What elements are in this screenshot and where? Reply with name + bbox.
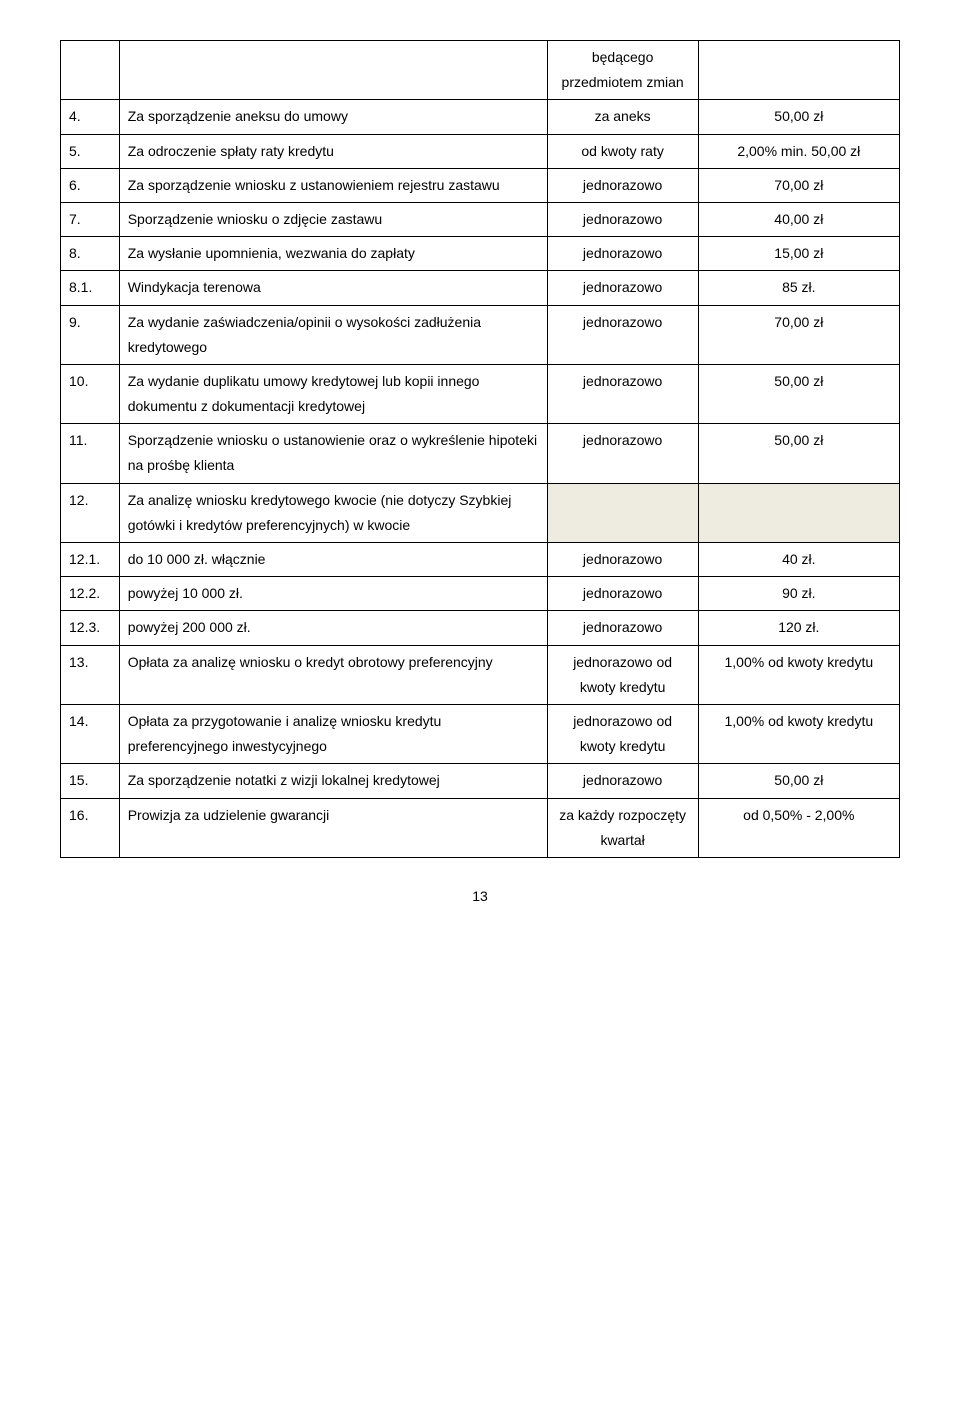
row-number: 14. — [61, 704, 120, 763]
row-value: 40 zł. — [698, 543, 899, 577]
table-row: 7.Sporządzenie wniosku o zdjęcie zastawu… — [61, 202, 900, 236]
table-row: 10.Za wydanie duplikatu umowy kredytowej… — [61, 364, 900, 423]
table-row: 12.2.powyżej 10 000 zł.jednorazowo90 zł. — [61, 577, 900, 611]
row-number: 15. — [61, 764, 120, 798]
row-value: od 0,50% - 2,00% — [698, 798, 899, 857]
row-description: Prowizja za udzielenie gwarancji — [119, 798, 547, 857]
row-number: 6. — [61, 168, 120, 202]
row-frequency: jednorazowo — [547, 202, 698, 236]
row-description: Opłata za przygotowanie i analizę wniosk… — [119, 704, 547, 763]
row-description: Za wysłanie upomnienia, wezwania do zapł… — [119, 237, 547, 271]
row-description: Windykacja terenowa — [119, 271, 547, 305]
row-description: do 10 000 zł. włącznie — [119, 543, 547, 577]
row-frequency: jednorazowo — [547, 764, 698, 798]
row-value: 70,00 zł — [698, 305, 899, 364]
row-frequency: jednorazowo — [547, 543, 698, 577]
row-number: 12.1. — [61, 543, 120, 577]
row-number: 10. — [61, 364, 120, 423]
fees-table: będącego przedmiotem zmian4.Za sporządze… — [60, 40, 900, 858]
row-value: 1,00% od kwoty kredytu — [698, 704, 899, 763]
table-row: 6.Za sporządzenie wniosku z ustanowienie… — [61, 168, 900, 202]
table-row: 12.3.powyżej 200 000 zł.jednorazowo120 z… — [61, 611, 900, 645]
row-number: 12. — [61, 483, 120, 542]
table-row: 16.Prowizja za udzielenie gwarancjiza ka… — [61, 798, 900, 857]
table-row: 8.1.Windykacja terenowajednorazowo85 zł. — [61, 271, 900, 305]
row-description: Za sporządzenie wniosku z ustanowieniem … — [119, 168, 547, 202]
row-value — [698, 41, 899, 100]
row-value: 50,00 zł — [698, 100, 899, 134]
row-value: 40,00 zł — [698, 202, 899, 236]
row-number — [61, 41, 120, 100]
row-frequency: jednorazowo od kwoty kredytu — [547, 645, 698, 704]
table-row: 11.Sporządzenie wniosku o ustanowienie o… — [61, 424, 900, 483]
row-description: Opłata za analizę wniosku o kredyt obrot… — [119, 645, 547, 704]
row-frequency: jednorazowo — [547, 424, 698, 483]
row-number: 8. — [61, 237, 120, 271]
row-value: 120 zł. — [698, 611, 899, 645]
row-frequency: za aneks — [547, 100, 698, 134]
row-number: 9. — [61, 305, 120, 364]
row-value: 1,00% od kwoty kredytu — [698, 645, 899, 704]
row-frequency: jednorazowo — [547, 611, 698, 645]
row-value: 90 zł. — [698, 577, 899, 611]
row-description: Za wydanie duplikatu umowy kredytowej lu… — [119, 364, 547, 423]
row-value — [698, 483, 899, 542]
table-row: 9.Za wydanie zaświadczenia/opinii o wyso… — [61, 305, 900, 364]
row-number: 4. — [61, 100, 120, 134]
row-number: 7. — [61, 202, 120, 236]
row-frequency — [547, 483, 698, 542]
row-frequency: za każdy rozpoczęty kwartał — [547, 798, 698, 857]
row-value: 70,00 zł — [698, 168, 899, 202]
row-description: powyżej 10 000 zł. — [119, 577, 547, 611]
row-value: 85 zł. — [698, 271, 899, 305]
row-number: 12.2. — [61, 577, 120, 611]
row-description: Sporządzenie wniosku o ustanowienie oraz… — [119, 424, 547, 483]
row-number: 16. — [61, 798, 120, 857]
page-number: 13 — [60, 888, 900, 904]
table-row: 12.Za analizę wniosku kredytowego kwocie… — [61, 483, 900, 542]
row-frequency: będącego przedmiotem zmian — [547, 41, 698, 100]
row-value: 15,00 zł — [698, 237, 899, 271]
row-description: Za odroczenie spłaty raty kredytu — [119, 134, 547, 168]
row-number: 8.1. — [61, 271, 120, 305]
row-value: 2,00% min. 50,00 zł — [698, 134, 899, 168]
row-frequency: jednorazowo — [547, 271, 698, 305]
table-row: 15.Za sporządzenie notatki z wizji lokal… — [61, 764, 900, 798]
row-value: 50,00 zł — [698, 424, 899, 483]
row-number: 12.3. — [61, 611, 120, 645]
row-frequency: jednorazowo — [547, 168, 698, 202]
row-description — [119, 41, 547, 100]
row-frequency: od kwoty raty — [547, 134, 698, 168]
row-frequency: jednorazowo — [547, 237, 698, 271]
table-row: będącego przedmiotem zmian — [61, 41, 900, 100]
table-row: 13.Opłata za analizę wniosku o kredyt ob… — [61, 645, 900, 704]
row-number: 11. — [61, 424, 120, 483]
row-description: Za sporządzenie notatki z wizji lokalnej… — [119, 764, 547, 798]
row-number: 13. — [61, 645, 120, 704]
row-value: 50,00 zł — [698, 764, 899, 798]
table-row: 5.Za odroczenie spłaty raty kredytuod kw… — [61, 134, 900, 168]
row-value: 50,00 zł — [698, 364, 899, 423]
row-frequency: jednorazowo od kwoty kredytu — [547, 704, 698, 763]
row-frequency: jednorazowo — [547, 305, 698, 364]
table-row: 14.Opłata za przygotowanie i analizę wni… — [61, 704, 900, 763]
row-frequency: jednorazowo — [547, 364, 698, 423]
table-row: 4.Za sporządzenie aneksu do umowyza anek… — [61, 100, 900, 134]
row-description: Za wydanie zaświadczenia/opinii o wysoko… — [119, 305, 547, 364]
row-description: Sporządzenie wniosku o zdjęcie zastawu — [119, 202, 547, 236]
row-number: 5. — [61, 134, 120, 168]
table-row: 8.Za wysłanie upomnienia, wezwania do za… — [61, 237, 900, 271]
row-description: powyżej 200 000 zł. — [119, 611, 547, 645]
row-description: Za sporządzenie aneksu do umowy — [119, 100, 547, 134]
table-row: 12.1.do 10 000 zł. włączniejednorazowo40… — [61, 543, 900, 577]
row-frequency: jednorazowo — [547, 577, 698, 611]
row-description: Za analizę wniosku kredytowego kwocie (n… — [119, 483, 547, 542]
